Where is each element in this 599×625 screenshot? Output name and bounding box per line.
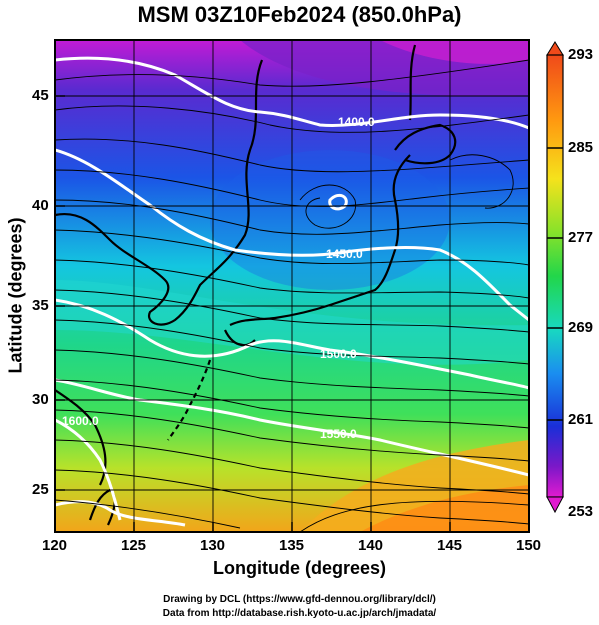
colorbar-tick-label: 261: [568, 411, 594, 428]
chart-title: MSM 03Z10Feb2024 (850.0hPa): [137, 2, 462, 27]
contour-label: 1550.0: [320, 427, 357, 441]
y-axis-label: Latitude (degrees): [5, 217, 26, 374]
colorbar-tick-label: 285: [568, 139, 594, 156]
x-tick-label: 140: [358, 537, 384, 554]
contour-label: 1500.0: [320, 347, 357, 361]
colorbar-tick-label: 253: [568, 503, 594, 520]
contour-label: 1400.0: [338, 115, 375, 129]
y-tick-label: 25: [32, 481, 49, 498]
contour-label: 1450.0: [326, 247, 363, 261]
y-tick-label: 35: [32, 297, 49, 314]
colorbar-tick-label: 269: [568, 319, 594, 336]
colorbar: [546, 41, 564, 514]
x-tick-label: 130: [200, 537, 226, 554]
y-tick-label: 40: [32, 197, 49, 214]
x-tick-label: 135: [279, 537, 305, 554]
axis-ticks: [54, 95, 530, 532]
y-tick-label: 30: [32, 391, 49, 408]
contour-label-group: 1400.0 1450.0 1500.0 1550.0 1600.0: [62, 115, 375, 441]
x-tick-label: 150: [516, 537, 542, 554]
x-tick-label: 125: [121, 537, 147, 554]
x-tick-label: 120: [42, 537, 68, 554]
y-tick-label: 45: [32, 87, 49, 104]
colorbar-tick-label: 277: [568, 229, 594, 246]
colorbar-tick-label: 293: [568, 46, 594, 63]
x-tick-label: 145: [437, 537, 463, 554]
x-axis-label: Longitude (degrees): [212, 558, 386, 578]
grid-lines: [55, 40, 529, 532]
credit-data: Data from http://database.rish.kyoto-u.a…: [162, 608, 437, 619]
credit-drawing: Drawing by DCL (https://www.gfd-dennou.o…: [163, 594, 436, 605]
contour-label: 1600.0: [62, 414, 99, 428]
